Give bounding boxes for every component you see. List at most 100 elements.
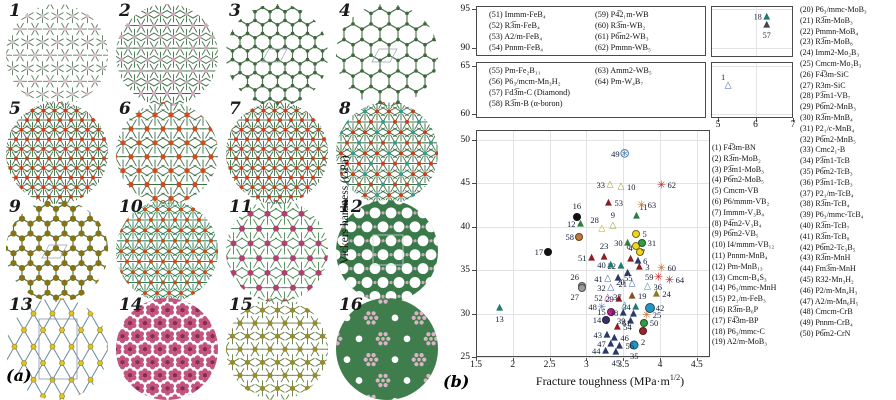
compound-list-item: (3) P3̅m1-MoB₃: [712, 164, 764, 174]
crystal-structure-8: [335, 101, 439, 205]
data-point-label: 44: [592, 345, 601, 356]
legend-column-left: (55) Pm-Fe₂B₁₁ (56) P6₃/mcm-Mn₃H₂ (57) Fd3…: [489, 66, 570, 110]
crystal-structure-image-6: [116, 102, 218, 204]
gridline-y: [477, 183, 709, 185]
legend-entry: (51) Immm-FeB₄: [489, 10, 546, 19]
data-point-label: 64: [675, 274, 685, 285]
structure-number: 16: [339, 295, 363, 315]
data-point-label: 15: [597, 306, 606, 317]
data-point-label: 57: [762, 31, 771, 41]
compound-list-item: (36) P3̅m1-TcB₃: [800, 177, 853, 187]
compound-list-item: (43) R3̅m-MnH: [800, 253, 851, 263]
x-tick: [718, 118, 719, 122]
x-tick-label: 2.5: [543, 360, 556, 370]
compound-list-item: (20) P6₃/mmc-MoB₃: [800, 5, 867, 14]
gridline-x: [623, 131, 625, 356]
crystal-structure-image-7: [226, 102, 328, 204]
gridline-y: [477, 140, 709, 141]
data-point-label: 33: [596, 180, 605, 191]
structure-number: 1: [9, 1, 21, 21]
data-point-30: ▲: [624, 237, 632, 248]
compound-list-item: (30) R3̅m-MnB₄: [800, 112, 853, 122]
y-tick-label: 25: [460, 352, 471, 362]
crystal-structure-13: [5, 297, 109, 400]
data-point-label: 35: [629, 350, 639, 361]
data-point-23: ▲: [600, 251, 608, 262]
data-point-15: [606, 307, 615, 316]
legend-box-2: (55) Pm-Fe₂B₁₁ (56) P6₃/mcm-Mn₃H₂ (57) Fd3…: [476, 62, 706, 118]
data-point-62: ✳: [656, 178, 667, 192]
structure-number: 10: [119, 197, 143, 217]
structure-number: 9: [9, 197, 21, 217]
data-point-label: 26: [570, 271, 579, 282]
data-point-43: ▲: [603, 329, 611, 340]
data-point-53: ▲: [605, 197, 612, 208]
crystal-structure-15: [225, 297, 329, 400]
data-point-20: ▲: [624, 267, 632, 278]
x-tick: [549, 357, 551, 361]
compound-list-item: (8) P4̅m2-V₃B₄: [712, 218, 762, 228]
data-point-16: [572, 213, 581, 222]
y-tick-label: 35: [460, 265, 471, 276]
gridline-y-inset: [712, 114, 792, 115]
y-tick-label: 30: [460, 308, 471, 319]
y-tick-label: 40: [460, 221, 471, 232]
crystal-structure-9: [5, 199, 109, 303]
legend-entry: (54) Pnnm-FeB₄: [489, 42, 544, 52]
structure-number: 3: [229, 1, 241, 21]
legend-entry: (61) P6̅m2-WB₃: [595, 31, 649, 41]
compound-list-item: (29) P6̅m2-MnB₃: [800, 102, 856, 112]
y-tick-label: 95: [460, 4, 471, 14]
y-axis-title-text: Vickers hardness (GPa): [339, 155, 351, 264]
data-point-52: △: [604, 292, 612, 303]
compound-list-item: (48) Cmcm-CrB: [800, 307, 853, 317]
legend-entry: (64) Pm-W₄B₇: [595, 76, 644, 86]
y-tick-label: 60: [460, 109, 471, 119]
legend-entry: (58) R3̅m-B (α-boron): [489, 98, 563, 108]
crystal-structure-14: [115, 297, 219, 400]
data-point-61: ▲: [630, 308, 637, 319]
compound-list-item: (18) P6₃/mmc-C: [712, 326, 765, 336]
x-tick: [755, 118, 757, 122]
gridline-y: [477, 226, 709, 228]
data-point-label: 59: [645, 272, 654, 283]
compound-list-item: (26) F4̅3m-SiC: [800, 69, 849, 79]
structure-number: 6: [119, 99, 131, 119]
gridline-x: [512, 131, 514, 356]
data-point-label: 31: [647, 238, 657, 249]
gridline-x: [696, 131, 698, 356]
compound-list-item: (33) Cmc2₁-B: [800, 145, 846, 155]
y-tick-label: 50: [460, 135, 471, 145]
gridline-y: [477, 357, 709, 358]
data-point-59: ✳: [653, 270, 664, 284]
data-point-29: ▲: [615, 293, 623, 304]
gridline-x-inset: [755, 7, 757, 56]
data-point-label: 32: [597, 283, 606, 294]
crystal-structure-6: [115, 101, 219, 205]
data-point-25: ✳: [642, 308, 652, 322]
data-point-27: [577, 283, 586, 292]
data-point-label: 55: [624, 273, 633, 283]
x-tick: [793, 118, 794, 122]
gridline-y-inset: [712, 66, 792, 67]
x-tick-label: 3.5: [617, 360, 630, 370]
x-axis-title-text: Fracture toughness (MPa·m: [535, 374, 670, 388]
structure-number: 15: [229, 295, 253, 315]
data-point-label: 24: [662, 288, 671, 299]
data-point-label: 28: [590, 215, 599, 226]
data-point-33: △: [606, 179, 614, 190]
gridline-y-inset: [712, 9, 792, 10]
y-tick: [472, 9, 476, 10]
compound-list-item: (13) Cmcm-B₄S₃: [712, 272, 767, 282]
crystal-structure-1: [5, 3, 109, 107]
data-point-label: 36: [653, 281, 662, 292]
crystal-structure-10: [115, 199, 219, 303]
data-point-22: ▲: [617, 260, 625, 271]
x-tick-label: 6: [753, 120, 758, 130]
compound-list-item: (27) R3m-SiC: [800, 80, 846, 90]
crystal-structure-image-10: [116, 200, 218, 302]
data-point-label: 29: [605, 293, 614, 304]
x-tick: [512, 357, 514, 361]
y-tick-label: 90: [460, 43, 471, 53]
compound-list-item: (34) P3̅m1-TcB: [800, 156, 850, 166]
